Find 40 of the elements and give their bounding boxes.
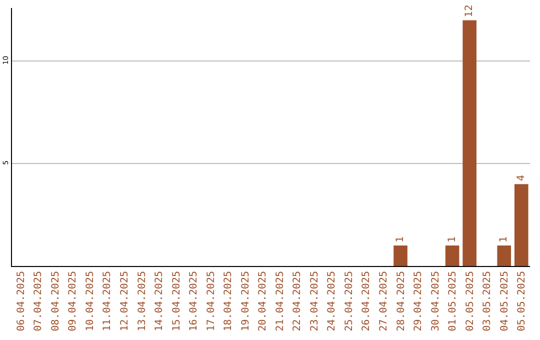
x-tick-label: 04.05.2025	[499, 271, 510, 332]
x-tick-label: 28.04.2025	[396, 271, 407, 332]
x-tick-label: 19.04.2025	[240, 271, 252, 332]
x-tick-label: 24.04.2025	[326, 271, 338, 332]
bar	[462, 20, 476, 266]
x-tick-label: 29.04.2025	[413, 271, 424, 332]
x-tick-label: 11.04.2025	[102, 271, 114, 332]
x-tick-label: 08.04.2025	[50, 271, 62, 332]
data-label: 4	[516, 174, 527, 182]
bar	[394, 246, 408, 266]
bar	[497, 246, 512, 266]
x-tick-label: 23.04.2025	[309, 271, 320, 332]
x-tick-label: 20.04.2025	[258, 271, 269, 332]
x-tick-label: 03.05.2025	[482, 271, 494, 332]
x-tick-label: 16.04.2025	[188, 271, 200, 332]
x-tick-label: 09.04.2025	[68, 271, 79, 332]
data-label: 1	[446, 236, 458, 243]
x-tick-label: 15.04.2025	[171, 271, 182, 332]
x-tick-label: 12.04.2025	[119, 271, 130, 332]
x-tick-label: 18.04.2025	[223, 271, 234, 332]
bar	[514, 184, 528, 266]
x-tick-label: 21.04.2025	[274, 271, 286, 332]
x-tick-label: 26.04.2025	[361, 271, 372, 332]
data-label: 1	[498, 236, 510, 243]
data-label: 1	[395, 236, 406, 243]
x-tick-label: 10.04.2025	[84, 271, 96, 332]
x-tick-label: 07.04.2025	[33, 271, 44, 332]
x-tick-label: 06.04.2025	[16, 271, 27, 332]
data-label: 12	[464, 4, 476, 18]
x-tick-label: 13.04.2025	[136, 271, 148, 332]
x-tick-label: 05.05.2025	[516, 271, 528, 332]
x-tick-label: 01.05.2025	[448, 271, 459, 332]
x-tick-label: 14.04.2025	[154, 271, 166, 332]
x-tick-label: 25.04.2025	[344, 271, 355, 332]
x-tick-label: 27.04.2025	[378, 271, 390, 332]
x-tick-label: 02.05.2025	[464, 271, 476, 332]
x-tick-label: 30.04.2025	[430, 271, 442, 332]
x-tick-label: 17.04.2025	[206, 271, 217, 332]
x-tick-label: 22.04.2025	[292, 271, 304, 332]
bar	[445, 246, 460, 266]
